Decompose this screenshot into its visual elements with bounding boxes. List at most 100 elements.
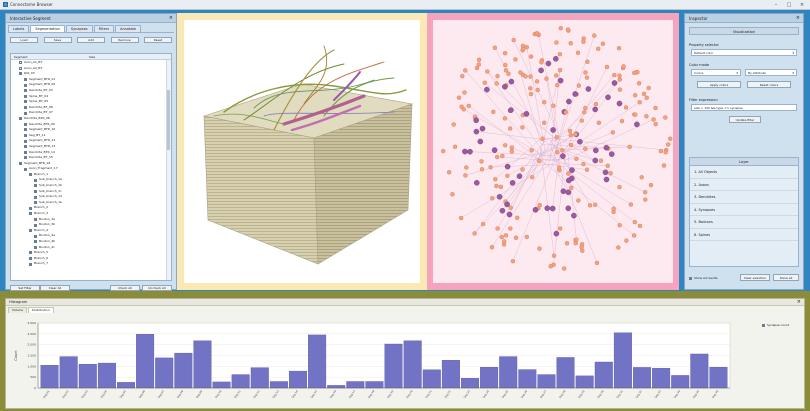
tree-row[interactable]: Segment_BTR_16 <box>11 161 171 167</box>
tree-row[interactable]: Segment_BTR_02 <box>11 82 171 88</box>
tree-row-checkbox[interactable] <box>34 245 37 249</box>
tree-row-checkbox[interactable] <box>24 78 27 82</box>
tree-row[interactable]: Segment_BTR_13 <box>11 144 171 150</box>
tree-row-checkbox[interactable] <box>24 106 27 110</box>
tree-row[interactable]: Axon_A2_BT <box>11 66 171 72</box>
tree-row-checkbox[interactable] <box>34 223 37 227</box>
tree-row-checkbox[interactable] <box>34 240 37 244</box>
tree-row-checkbox[interactable] <box>29 251 32 255</box>
maximize-icon[interactable]: □ <box>786 2 792 8</box>
tree-row-checkbox[interactable] <box>29 212 32 216</box>
property-select[interactable]: Default color ▾ <box>691 49 797 56</box>
close-icon[interactable]: × <box>168 15 173 21</box>
layer-item[interactable]: 4. Synapses <box>690 204 798 216</box>
tab-volume[interactable]: Volume <box>8 307 28 313</box>
tree-row[interactable]: ROI_03 <box>11 71 171 77</box>
clear-all-button[interactable]: Clear All <box>40 285 70 291</box>
tree-scrollbar[interactable] <box>166 60 171 280</box>
tree-row-checkbox[interactable] <box>24 150 27 154</box>
tree-row-checkbox[interactable] <box>24 94 27 98</box>
column-header-segment[interactable]: Segment <box>14 55 28 59</box>
tree-row[interactable]: Sub_branch_1a <box>11 177 171 183</box>
tree-row[interactable]: Seg_BT_11 <box>11 133 171 139</box>
save-button[interactable]: Save <box>43 37 72 43</box>
tree-row[interactable]: Sub_branch_1e <box>11 200 171 206</box>
layer-item[interactable]: 3. Dendrites <box>690 191 798 204</box>
segment-tree[interactable]: Segment Size Axon_A1_BT Axon_A2_BT ROI_03 S… <box>10 53 172 281</box>
add-button[interactable]: Add <box>77 37 105 43</box>
tree-row[interactable]: Bouton_4b <box>11 239 171 245</box>
set-filter-button[interactable]: Set Filter <box>10 285 40 291</box>
column-header-size[interactable]: Size <box>89 55 96 59</box>
legend-checkbox[interactable] <box>762 323 765 327</box>
tree-row-checkbox[interactable] <box>24 89 27 93</box>
tree-row[interactable]: Segment_BTR_12 <box>11 138 171 144</box>
tree-row-checkbox[interactable] <box>34 178 37 182</box>
tree-row[interactable]: Spine_BT_05 <box>11 99 171 105</box>
tree-row-checkbox[interactable] <box>19 161 22 165</box>
tree-row[interactable]: Dendrite_BTR_09 <box>11 122 171 128</box>
tree-row[interactable]: Axon_Fragment_17 <box>11 166 171 172</box>
update-filter-button[interactable]: Update filter <box>729 116 761 123</box>
layer-item[interactable]: 5. Boutons <box>690 216 798 229</box>
tree-row-checkbox[interactable] <box>24 134 27 138</box>
tree-row[interactable]: Sub_branch_1d <box>11 194 171 200</box>
tree-row-checkbox[interactable] <box>19 117 22 121</box>
tree-row-checkbox[interactable] <box>29 229 32 233</box>
tree-row[interactable]: Bouton_4a <box>11 233 171 239</box>
minimize-icon[interactable]: – <box>774 2 778 8</box>
tree-row-checkbox[interactable] <box>34 189 37 193</box>
tree-row[interactable]: Bouton_3a <box>11 217 171 223</box>
tree-row[interactable]: Dendrite_BT_15 <box>11 155 171 161</box>
clear-selection-button[interactable]: Clear selection <box>740 274 770 281</box>
tree-row-checkbox[interactable] <box>29 262 32 266</box>
tree-row-checkbox[interactable] <box>34 217 37 221</box>
load-button[interactable]: Load <box>10 37 38 43</box>
graph-canvas[interactable] <box>433 20 673 283</box>
tree-row[interactable]: Dendrite_BTR_14 <box>11 150 171 156</box>
tree-row-checkbox[interactable] <box>24 111 27 115</box>
tree-row[interactable]: Branch_3 <box>11 211 171 217</box>
uncheck-all-button[interactable]: Uncheck All <box>142 285 172 291</box>
remove-button[interactable]: Remove <box>110 37 139 43</box>
tree-row-checkbox[interactable] <box>24 100 27 104</box>
tree-row-checkbox[interactable] <box>34 184 37 188</box>
tree-row-checkbox[interactable] <box>24 167 27 171</box>
tab-distribution[interactable]: Distribution <box>28 307 54 313</box>
tree-row-checkbox[interactable] <box>29 257 32 261</box>
tree-row-checkbox[interactable] <box>24 83 27 87</box>
volume-canvas[interactable] <box>184 20 420 283</box>
show-all-button[interactable]: Show all <box>773 274 799 281</box>
reset-button[interactable]: Reset <box>144 37 172 43</box>
tree-row[interactable]: Segment_BTR_01 <box>11 77 171 83</box>
tree-row[interactable]: Bouton_3b <box>11 222 171 228</box>
layer-item[interactable]: 1. All Objects <box>690 166 798 179</box>
tree-row[interactable]: Sub_branch_1c <box>11 189 171 195</box>
tree-row[interactable]: Dendrite_BT_03 <box>11 88 171 94</box>
volume-viewport[interactable] <box>177 13 427 290</box>
graph-viewport[interactable] <box>427 13 679 290</box>
tree-scroll-thumb[interactable] <box>167 90 170 150</box>
mode-select[interactable]: Colors ▾ <box>691 69 741 76</box>
reset-colors-button[interactable]: Reset colors <box>747 81 791 88</box>
tree-row[interactable]: Axon_A1_BT <box>11 60 171 66</box>
tree-row-checkbox[interactable] <box>19 72 22 76</box>
tree-row[interactable]: Segment_BTR_10 <box>11 127 171 133</box>
tree-row[interactable]: Branch_1 <box>11 172 171 178</box>
tree-row-checkbox[interactable] <box>29 206 32 210</box>
layer-item[interactable]: 6. Spines <box>690 229 798 241</box>
close-icon[interactable]: × <box>796 299 801 305</box>
tree-row[interactable]: Bouton_4c <box>11 245 171 251</box>
tab-synapses[interactable]: Synapses <box>65 25 93 32</box>
tab-segmentation[interactable]: Segmentation <box>30 25 65 32</box>
tree-row[interactable]: Dendrite_BTR_08 <box>11 116 171 122</box>
layer-item[interactable]: 2. Axons <box>690 179 798 191</box>
tree-row[interactable]: Dendrite_BT_07 <box>11 110 171 116</box>
tree-row[interactable]: Branch_6 <box>11 256 171 262</box>
tab-labels[interactable]: Labels <box>8 25 30 32</box>
check-all-button[interactable]: Check All <box>110 285 140 291</box>
tree-row-checkbox[interactable] <box>24 139 27 143</box>
tree-row-checkbox[interactable] <box>24 122 27 126</box>
tree-row[interactable]: Branch_5 <box>11 250 171 256</box>
close-icon[interactable]: × <box>799 2 805 8</box>
